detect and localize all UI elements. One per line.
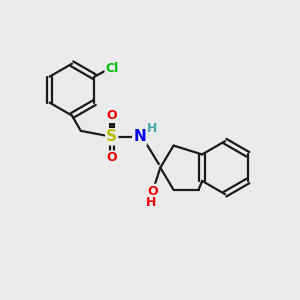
Text: O: O [106, 109, 117, 122]
Text: O: O [106, 152, 117, 164]
Text: S: S [106, 129, 117, 144]
Text: O: O [148, 185, 158, 198]
Text: Cl: Cl [106, 62, 119, 75]
Text: N: N [133, 129, 146, 144]
Text: H: H [147, 122, 157, 135]
Text: H: H [146, 196, 156, 209]
